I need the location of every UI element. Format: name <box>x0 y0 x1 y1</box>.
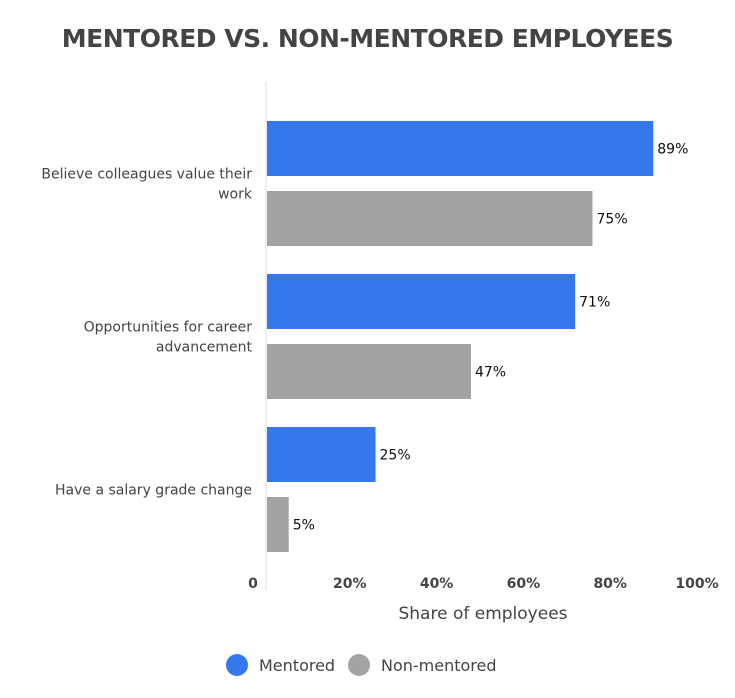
data-label-non-mentored-0: 75% <box>597 212 628 228</box>
legend-label-mentored: Mentored <box>259 656 335 675</box>
data-label-non-mentored-2: 5% <box>293 518 315 534</box>
x-tick-label-4: 80% <box>593 576 627 592</box>
bar-mentored-1 <box>267 274 576 329</box>
legend-swatch-mentored <box>226 654 248 676</box>
bar-non-mentored-0 <box>267 191 593 246</box>
x-tick-label-3: 60% <box>507 576 541 592</box>
data-label-mentored-2: 25% <box>380 448 411 464</box>
data-label-mentored-1: 71% <box>579 295 610 311</box>
data-label-mentored-0: 89% <box>657 142 688 158</box>
category-label-1-line-1: advancement <box>156 340 253 356</box>
category-label-2-line-0: Have a salary grade change <box>55 483 252 499</box>
bar-non-mentored-2 <box>267 497 289 552</box>
category-label-0-line-1: work <box>218 187 253 203</box>
bar-non-mentored-1 <box>267 344 471 399</box>
chart-title: MENTORED VS. NON-MENTORED EMPLOYEES <box>61 24 674 53</box>
x-tick-label-2: 40% <box>420 576 454 592</box>
bar-mentored-0 <box>267 121 654 176</box>
bar-mentored-2 <box>267 427 376 482</box>
x-tick-label-1: 20% <box>333 576 367 592</box>
x-tick-label-0: 0 <box>248 576 258 592</box>
legend-swatch-non-mentored <box>348 654 370 676</box>
category-label-1-line-0: Opportunities for career <box>84 320 253 336</box>
category-label-0-line-0: Believe colleagues value their <box>41 167 252 183</box>
x-axis-title: Share of employees <box>398 604 567 624</box>
data-label-non-mentored-1: 47% <box>475 365 506 381</box>
x-tick-label-5: 100% <box>675 576 718 592</box>
legend-label-non-mentored: Non-mentored <box>381 656 497 675</box>
